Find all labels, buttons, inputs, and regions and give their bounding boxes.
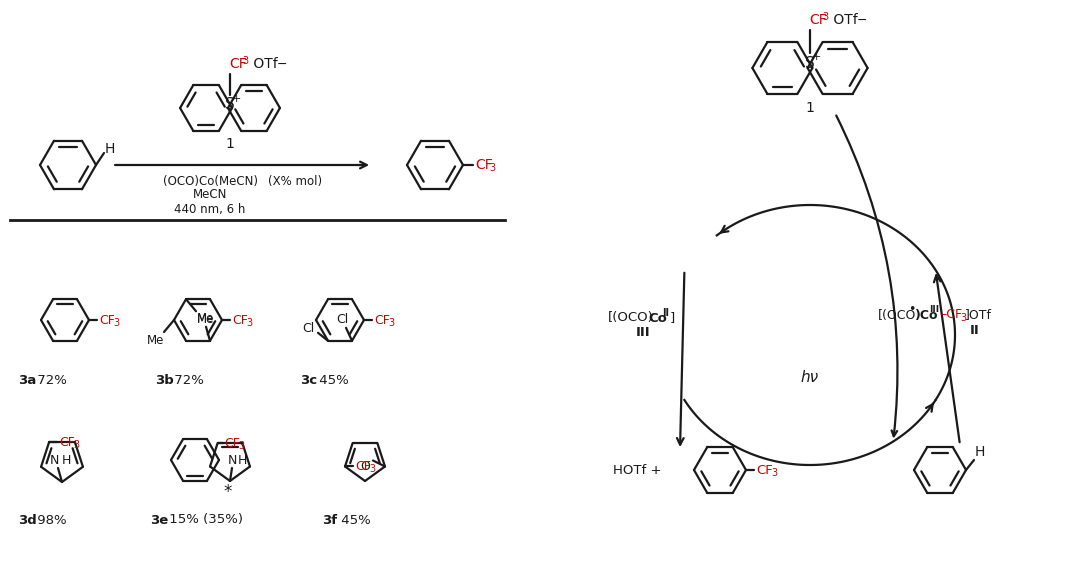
Text: III: III: [929, 306, 940, 315]
Text: 3: 3: [242, 56, 248, 66]
Text: 72%: 72%: [33, 373, 67, 386]
Text: Cl: Cl: [336, 313, 348, 326]
Text: 3: 3: [489, 163, 495, 173]
Text: MeCN: MeCN: [193, 189, 227, 202]
Text: 3: 3: [960, 313, 967, 323]
Text: II: II: [662, 308, 669, 318]
Text: H: H: [238, 453, 246, 466]
Text: N: N: [227, 453, 237, 466]
Text: ]: ]: [670, 312, 675, 325]
Text: −: −: [858, 14, 867, 26]
Text: 3: 3: [771, 468, 778, 478]
Text: 15% (35%): 15% (35%): [165, 513, 243, 526]
Text: CF: CF: [475, 158, 492, 172]
Text: 45%: 45%: [315, 373, 349, 386]
Text: HOTf +: HOTf +: [613, 463, 661, 476]
Text: CF: CF: [225, 436, 241, 449]
Text: +: +: [811, 52, 821, 62]
Text: +: +: [231, 94, 241, 104]
Text: 3: 3: [822, 12, 828, 22]
Text: III: III: [636, 326, 650, 339]
Text: Co: Co: [648, 312, 666, 325]
Text: H: H: [105, 142, 116, 156]
Text: 3: 3: [239, 441, 245, 451]
Text: CF: CF: [374, 313, 390, 326]
Text: 3: 3: [388, 318, 394, 328]
Text: 3c: 3c: [300, 373, 318, 386]
Text: OTf: OTf: [829, 13, 858, 27]
Text: S: S: [805, 56, 815, 71]
Text: hν: hν: [801, 370, 819, 386]
Text: [(OCO): [(OCO): [608, 312, 653, 325]
Text: •: •: [908, 303, 916, 316]
Text: [(OCO: [(OCO: [878, 309, 916, 322]
Text: 1: 1: [226, 137, 234, 151]
Text: 3: 3: [369, 465, 375, 475]
Text: 3e: 3e: [150, 513, 168, 526]
Text: CF: CF: [59, 436, 75, 449]
Text: –CF: –CF: [940, 309, 962, 322]
Text: (X% mol): (X% mol): [268, 175, 322, 188]
Text: −: −: [276, 58, 287, 71]
Text: II: II: [970, 323, 980, 336]
Text: CF: CF: [99, 313, 114, 326]
Text: *: *: [224, 483, 232, 501]
Text: CF: CF: [232, 313, 248, 326]
Text: 3f: 3f: [322, 513, 337, 526]
Text: Cl: Cl: [302, 322, 314, 335]
Text: 45%: 45%: [337, 513, 370, 526]
Text: H: H: [975, 445, 985, 459]
Text: O: O: [360, 460, 370, 473]
Text: Me: Me: [198, 313, 215, 326]
Text: CF: CF: [809, 13, 827, 27]
Text: CF: CF: [756, 463, 773, 476]
Text: 1: 1: [806, 101, 814, 115]
Text: CF: CF: [355, 460, 370, 473]
Text: 440 nm, 6 h: 440 nm, 6 h: [174, 202, 245, 215]
Text: 3b: 3b: [156, 373, 174, 386]
Text: Me: Me: [147, 333, 164, 346]
Text: 3a: 3a: [18, 373, 37, 386]
Text: OTf: OTf: [249, 57, 278, 71]
Text: ]OTf: ]OTf: [966, 309, 993, 322]
Text: 3: 3: [246, 318, 252, 328]
Text: 3: 3: [73, 440, 79, 450]
Text: N: N: [50, 453, 58, 466]
Text: S: S: [225, 96, 234, 112]
Text: H: H: [62, 453, 70, 466]
Text: (OCO)Co(MeCN): (OCO)Co(MeCN): [162, 175, 257, 188]
Text: 3d: 3d: [18, 513, 37, 526]
Text: 3: 3: [113, 318, 119, 328]
Text: 98%: 98%: [33, 513, 67, 526]
Text: )Co: )Co: [915, 309, 939, 322]
Text: CF: CF: [229, 57, 246, 71]
Text: 72%: 72%: [170, 373, 204, 386]
Text: Me: Me: [198, 312, 215, 325]
